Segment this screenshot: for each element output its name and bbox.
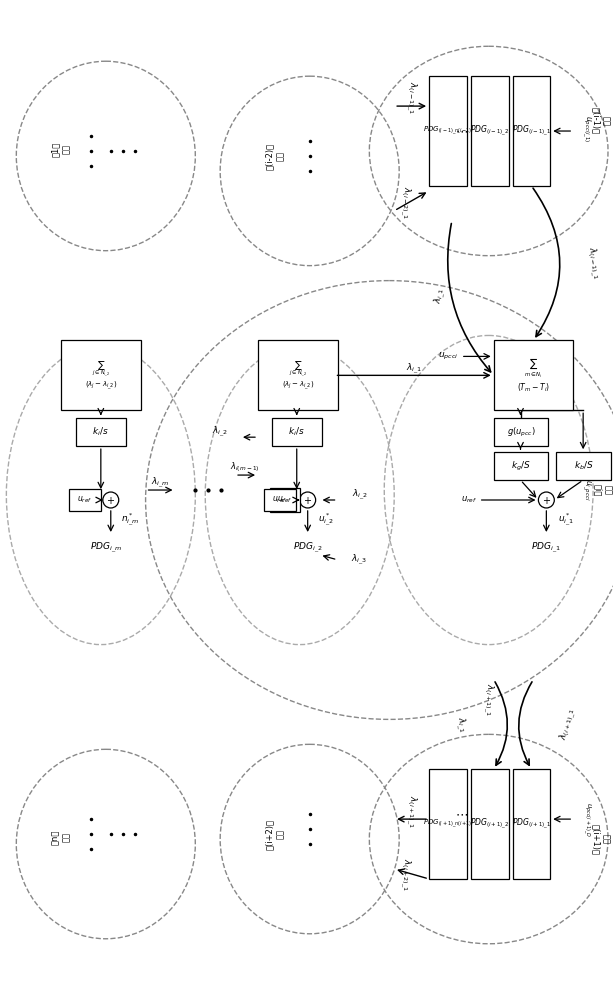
Bar xyxy=(557,452,611,480)
Bar xyxy=(512,769,550,879)
Bar xyxy=(69,489,101,511)
Bar xyxy=(470,76,509,186)
Bar xyxy=(272,418,322,446)
Text: $\lambda_{i\_1}$: $\lambda_{i\_1}$ xyxy=(432,286,449,305)
Circle shape xyxy=(538,492,554,508)
Text: $\lambda_{(i-2)\_1}$: $\lambda_{(i-2)\_1}$ xyxy=(398,186,413,219)
Text: 第(i-1)条: 第(i-1)条 xyxy=(592,107,601,135)
Text: $\sum_{m\in N_i}$
$(T_m-T_i)$: $\sum_{m\in N_i}$ $(T_m-T_i)$ xyxy=(517,357,550,394)
Text: $PDG_{i\_m}$: $PDG_{i\_m}$ xyxy=(90,541,122,555)
Text: $+$: $+$ xyxy=(106,495,115,506)
Text: $+$: $+$ xyxy=(303,495,312,506)
Text: $\lambda_{i\_2}$: $\lambda_{i\_2}$ xyxy=(352,488,368,502)
Bar xyxy=(61,340,141,410)
Text: 第(i+2)条
电源: 第(i+2)条 电源 xyxy=(265,819,285,850)
Text: $g(u_{pcc})$: $g(u_{pcc})$ xyxy=(507,426,536,439)
Text: $+$: $+$ xyxy=(542,495,551,506)
Text: $PDG_{i\_1}$: $PDG_{i\_1}$ xyxy=(531,541,561,555)
Text: $u_{pcc(i+1)\_D}$: $u_{pcc(i+1)\_D}$ xyxy=(581,802,592,837)
Bar xyxy=(270,488,300,512)
Text: $k_i/s$: $k_i/s$ xyxy=(92,426,109,438)
Text: 第n条
电源: 第n条 电源 xyxy=(52,829,71,845)
Bar xyxy=(494,418,549,446)
Text: $u_{pcci}$: $u_{pcci}$ xyxy=(438,351,459,362)
Text: $u_{pcc(i\_1)}$: $u_{pcc(i\_1)}$ xyxy=(580,115,592,143)
Text: $u_{ref}$: $u_{ref}$ xyxy=(77,495,92,505)
Text: $\lambda_{(i-1)\_1}$: $\lambda_{(i-1)\_1}$ xyxy=(583,245,603,280)
Text: 第(i-2)条
电源: 第(i-2)条 电源 xyxy=(265,142,285,170)
Text: $\cdots$: $\cdots$ xyxy=(455,125,469,138)
Bar xyxy=(470,769,509,879)
Bar xyxy=(494,340,573,410)
Text: $\lambda_{(i+1)\_1}$: $\lambda_{(i+1)\_1}$ xyxy=(404,795,418,828)
Text: $u_{i\_pcci}$: $u_{i\_pcci}$ xyxy=(580,479,592,501)
Text: $k_g/S$: $k_g/S$ xyxy=(511,460,531,473)
Text: 第i条: 第i条 xyxy=(593,484,603,496)
Text: $PDG_{i\_2}$: $PDG_{i\_2}$ xyxy=(293,541,322,555)
Bar xyxy=(512,76,550,186)
Text: $\cdots$: $\cdots$ xyxy=(455,808,469,821)
Text: $PDG_{(i+1)\_2}$: $PDG_{(i+1)\_2}$ xyxy=(470,817,509,831)
Text: $\lambda_{i\_1}$: $\lambda_{i\_1}$ xyxy=(452,715,469,734)
Text: $PDG_{(i-1)\_n(i\!-\!1)}$: $PDG_{(i-1)\_n(i\!-\!1)}$ xyxy=(423,125,472,137)
Circle shape xyxy=(300,492,315,508)
Text: $\lambda_{i\_2}$: $\lambda_{i\_2}$ xyxy=(212,425,228,439)
Text: 电源: 电源 xyxy=(601,116,611,126)
Bar xyxy=(76,418,125,446)
Text: $\lambda_{(i+1)\_1}$: $\lambda_{(i+1)\_1}$ xyxy=(482,683,496,716)
Bar xyxy=(264,489,296,511)
Text: $u_{i\_2}^*$: $u_{i\_2}^*$ xyxy=(317,511,334,528)
Text: $n_{i\_m}^*$: $n_{i\_m}^*$ xyxy=(121,511,139,528)
Text: $u_{i\_1}^*$: $u_{i\_1}^*$ xyxy=(558,511,574,528)
Text: 第(i+1)条: 第(i+1)条 xyxy=(592,824,601,855)
Text: $\lambda_{i(m-1)}$: $\lambda_{i(m-1)}$ xyxy=(230,460,260,474)
Text: $PDG_{(i+1)\_n(i\!+\!1)}$: $PDG_{(i+1)\_n(i\!+\!1)}$ xyxy=(423,818,472,830)
Bar xyxy=(258,340,338,410)
Text: 电源: 电源 xyxy=(603,485,613,495)
Text: $\lambda_{i\_3}$: $\lambda_{i\_3}$ xyxy=(351,553,368,567)
Bar xyxy=(429,76,467,186)
Bar xyxy=(494,452,549,480)
Text: $k_b/S$: $k_b/S$ xyxy=(574,460,593,472)
Text: $\lambda_{i\_m}$: $\lambda_{i\_m}$ xyxy=(151,476,170,490)
Text: $u_{ref}$: $u_{ref}$ xyxy=(461,495,477,505)
Text: $\lambda_{(i+1)\_1}$: $\lambda_{(i+1)\_1}$ xyxy=(557,707,579,742)
Text: $u_{ref}$: $u_{ref}$ xyxy=(277,495,292,505)
Text: $k_i/s$: $k_i/s$ xyxy=(288,426,305,438)
Text: $\lambda_{(i-1)\_1}$: $\lambda_{(i-1)\_1}$ xyxy=(404,81,418,114)
Text: $PDG_{(i+1)\_1}$: $PDG_{(i+1)\_1}$ xyxy=(512,817,551,831)
Text: 第1条
电源: 第1条 电源 xyxy=(52,141,71,157)
Text: $\sum_{j\in N_{i\_2}}$
$(\lambda_j-\lambda_{i\_2})$: $\sum_{j\in N_{i\_2}}$ $(\lambda_j-\lamb… xyxy=(282,359,314,392)
Text: $\sum_{j\in N_{i\_2}}$
$(\lambda_j-\lambda_{i\_2})$: $\sum_{j\in N_{i\_2}}$ $(\lambda_j-\lamb… xyxy=(85,359,117,392)
Text: 电源: 电源 xyxy=(601,834,611,844)
Text: $PDG_{(i-1)\_2}$: $PDG_{(i-1)\_2}$ xyxy=(470,124,509,138)
Bar xyxy=(429,769,467,879)
Text: $\lambda_{i\_1}$: $\lambda_{i\_1}$ xyxy=(406,361,422,376)
Text: $\lambda_{(i+2)\_1}$: $\lambda_{(i+2)\_1}$ xyxy=(398,858,413,890)
Circle shape xyxy=(103,492,119,508)
Text: $PDG_{(i-1)\_1}$: $PDG_{(i-1)\_1}$ xyxy=(512,124,551,138)
Text: $u_{ref}$: $u_{ref}$ xyxy=(272,495,287,505)
